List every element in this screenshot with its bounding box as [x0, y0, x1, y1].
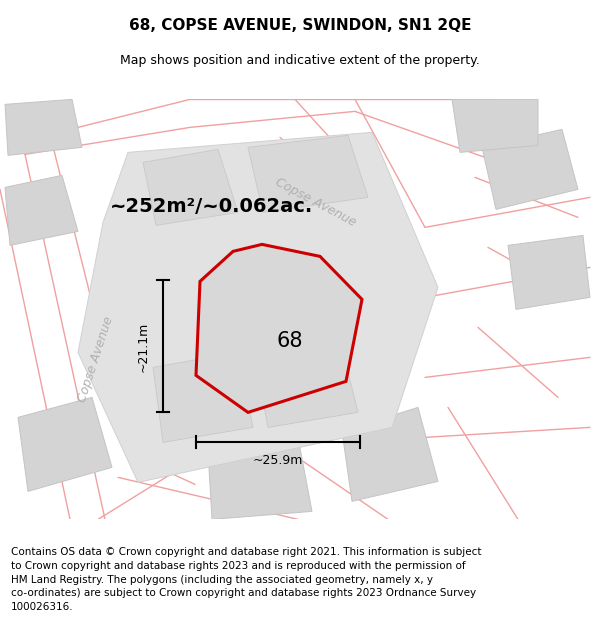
Polygon shape — [508, 236, 590, 309]
Text: ~21.1m: ~21.1m — [137, 321, 149, 371]
Text: Copse Avenue: Copse Avenue — [274, 176, 359, 229]
Text: Map shows position and indicative extent of the property.: Map shows position and indicative extent… — [120, 54, 480, 68]
Polygon shape — [153, 352, 253, 442]
Polygon shape — [253, 332, 358, 428]
Text: ~252m²/~0.062ac.: ~252m²/~0.062ac. — [110, 197, 314, 216]
Polygon shape — [5, 176, 78, 246]
Polygon shape — [248, 136, 368, 212]
Polygon shape — [208, 438, 312, 519]
Polygon shape — [342, 408, 438, 501]
Text: Copse Avenue: Copse Avenue — [76, 315, 116, 404]
Polygon shape — [78, 132, 438, 483]
Text: ~25.9m: ~25.9m — [253, 454, 303, 467]
Polygon shape — [18, 398, 112, 491]
Polygon shape — [196, 244, 362, 412]
Text: 68: 68 — [277, 331, 303, 351]
Text: 68, COPSE AVENUE, SWINDON, SN1 2QE: 68, COPSE AVENUE, SWINDON, SN1 2QE — [129, 18, 471, 32]
Polygon shape — [143, 149, 238, 226]
Text: Contains OS data © Crown copyright and database right 2021. This information is : Contains OS data © Crown copyright and d… — [11, 548, 481, 612]
Polygon shape — [452, 99, 538, 152]
Polygon shape — [482, 129, 578, 209]
Polygon shape — [5, 99, 82, 156]
